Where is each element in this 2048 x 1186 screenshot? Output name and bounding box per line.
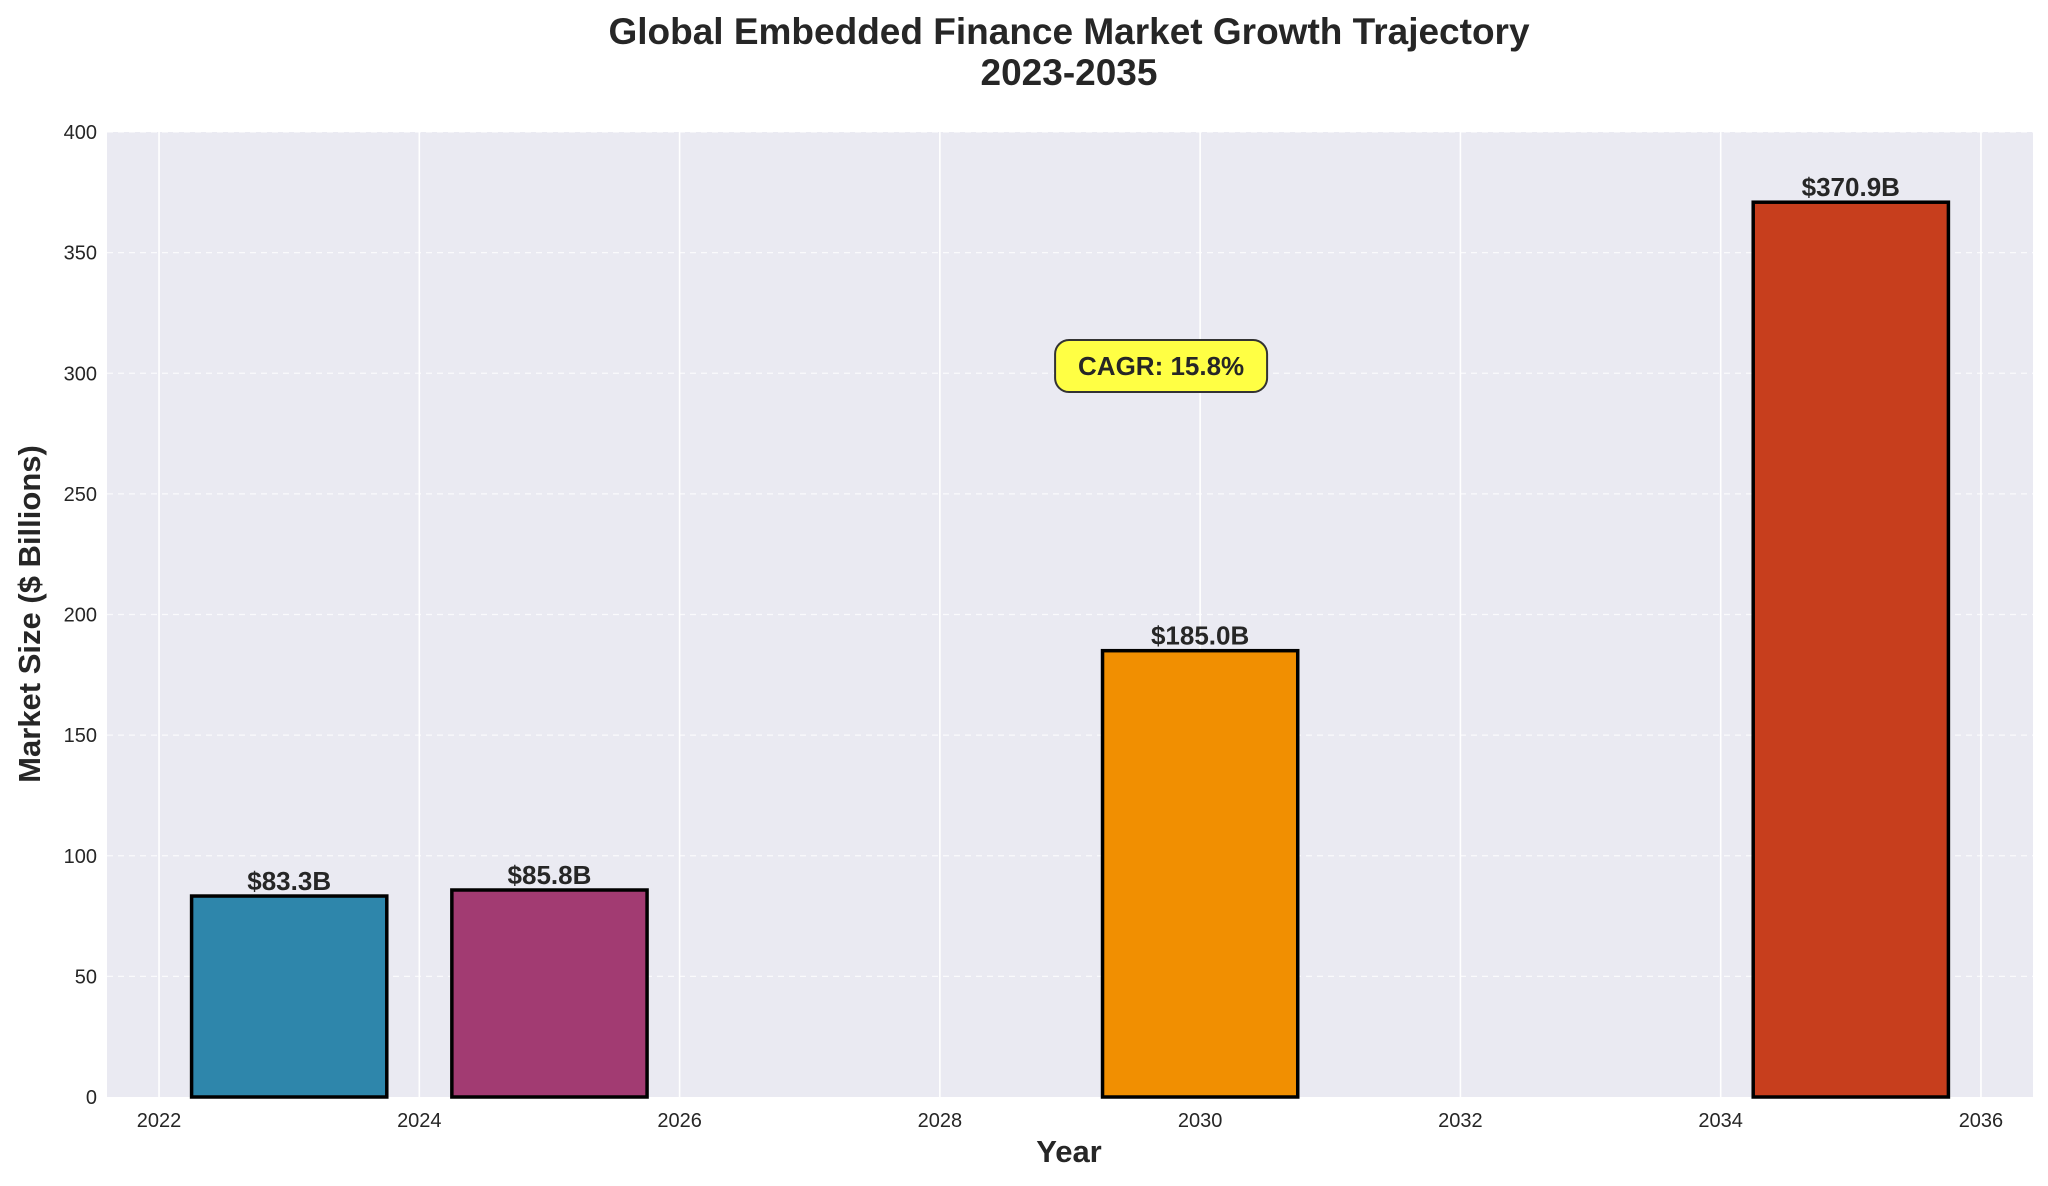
x-tick-label: 2026	[657, 1110, 702, 1132]
x-tick-label: 2030	[1178, 1110, 1223, 1132]
x-tick-label: 2034	[1698, 1110, 1743, 1132]
x-tick-label: 2032	[1438, 1110, 1483, 1132]
y-axis-ticks: 0 50 100 150 200 250 300 350 400	[64, 122, 97, 1109]
y-axis-label: Market Size ($ Billions)	[12, 445, 47, 783]
chart-title: Global Embedded Finance Market Growth Tr…	[608, 11, 1530, 52]
x-tick-label: 2036	[1959, 1110, 2004, 1132]
bar-label-2030: $185.0B	[1151, 621, 1249, 651]
y-tick-label: 400	[64, 122, 97, 144]
y-tick-label: 150	[64, 725, 97, 747]
bar-2035	[1751, 200, 1951, 1099]
cagr-box	[1054, 339, 1269, 394]
y-tick-label: 250	[64, 484, 97, 506]
x-tick-label: 2028	[918, 1110, 963, 1132]
bar-label-2025: $85.8B	[508, 860, 592, 890]
y-tick-label: 350	[64, 243, 97, 265]
y-tick-label: 100	[64, 846, 97, 868]
cagr-text: CAGR: 15.8%	[1078, 351, 1244, 381]
y-tick-label: 200	[64, 605, 97, 627]
y-tick-label: 0	[86, 1087, 97, 1109]
y-tick-label: 300	[64, 363, 97, 385]
cagr-annotation: CAGR: 15.8%	[1054, 339, 1269, 394]
x-axis-ticks: 2022 2024 2026 2028 2030 2032 2034 2036	[137, 1110, 2003, 1132]
bar-labels: $83.3B $85.8B $185.0B $370.9B	[247, 172, 1900, 896]
bars	[189, 200, 1951, 1099]
bar-2025	[450, 888, 649, 1099]
y-tick-label: 50	[75, 966, 97, 988]
grid-lines	[107, 131, 2033, 1097]
bar-label-2035: $370.9B	[1802, 172, 1900, 202]
bar-2030	[1100, 648, 1300, 1099]
bar-2023	[189, 894, 389, 1099]
bar-label-2023: $83.3B	[247, 866, 331, 896]
x-tick-label: 2022	[137, 1110, 182, 1132]
x-tick-label: 2024	[397, 1110, 442, 1132]
chart-subtitle: 2023-2035	[981, 52, 1158, 93]
x-axis-label: Year	[1036, 1134, 1102, 1169]
